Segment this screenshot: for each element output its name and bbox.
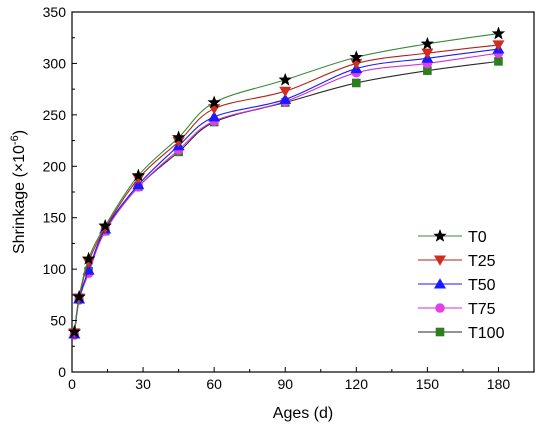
data-point-t0	[278, 72, 292, 86]
legend-item-t0: T0	[418, 228, 487, 246]
series-line-t75	[73, 52, 499, 336]
x-tick-label: 150	[416, 376, 440, 392]
legend-label: T100	[468, 325, 505, 342]
data-point-t25	[279, 86, 292, 97]
data-point-t0	[81, 251, 96, 265]
series-layer	[67, 26, 506, 340]
y-tick-label: 300	[43, 55, 67, 71]
data-point-t50	[279, 93, 292, 104]
data-point-t100	[494, 57, 503, 66]
data-point-t0	[420, 36, 435, 50]
data-point-t0	[349, 50, 364, 63]
x-axis: 0 30 60 90 120 150 180	[68, 367, 510, 392]
legend-item-t25: T25	[418, 253, 496, 270]
y-tick-label: 250	[43, 107, 67, 123]
legend-label: T50	[468, 277, 496, 294]
legend-item-t100: T100	[418, 325, 505, 342]
data-point-t0	[491, 26, 506, 40]
y-tick-label: 50	[50, 313, 66, 329]
legend-marker-t25	[433, 255, 447, 266]
data-point-t0	[67, 324, 82, 338]
y-tick-label: 200	[43, 158, 67, 174]
series-t0	[67, 26, 506, 338]
x-axis-title: Ages (d)	[273, 405, 333, 422]
data-point-t0	[171, 130, 186, 144]
legend-label: T25	[468, 253, 496, 270]
series-line-t50	[73, 48, 499, 335]
y-tick-label: 0	[58, 364, 66, 380]
x-tick-label: 0	[68, 376, 76, 392]
legend-marker-t100	[435, 327, 445, 337]
legend-label: T0	[468, 229, 487, 246]
data-point-t0	[131, 168, 146, 182]
y-axis: 0 50 100 150 200 250 300 350	[43, 4, 77, 380]
legend-item-t50: T50	[418, 277, 496, 294]
legend: T0 T25 T50 T75 T100	[418, 228, 505, 342]
series-line-t0	[73, 33, 499, 332]
legend-marker-t0	[433, 228, 447, 242]
y-axis-title: Shrinkage (×10-6)	[9, 130, 28, 254]
data-point-t50	[208, 111, 221, 122]
legend-label: T75	[468, 301, 496, 318]
x-tick-label: 30	[135, 376, 151, 392]
data-point-t100	[352, 78, 361, 88]
data-point-t0	[207, 95, 221, 109]
data-point-t25	[492, 40, 505, 51]
data-point-t25	[208, 104, 221, 115]
legend-marker-t50	[433, 278, 447, 289]
y-tick-label: 150	[43, 210, 67, 226]
x-tick-label: 90	[277, 376, 293, 392]
legend-marker-t75	[435, 303, 445, 313]
legend-item-t75: T75	[418, 301, 496, 318]
data-point-t25	[421, 48, 434, 59]
x-tick-label: 120	[345, 376, 369, 392]
y-tick-label: 350	[43, 4, 67, 20]
data-point-t0	[98, 218, 112, 232]
x-tick-label: 180	[487, 376, 511, 392]
y-tick-label: 100	[43, 261, 67, 277]
x-tick-label: 60	[206, 376, 222, 392]
y-axis-title-exponent: -6	[9, 135, 21, 145]
